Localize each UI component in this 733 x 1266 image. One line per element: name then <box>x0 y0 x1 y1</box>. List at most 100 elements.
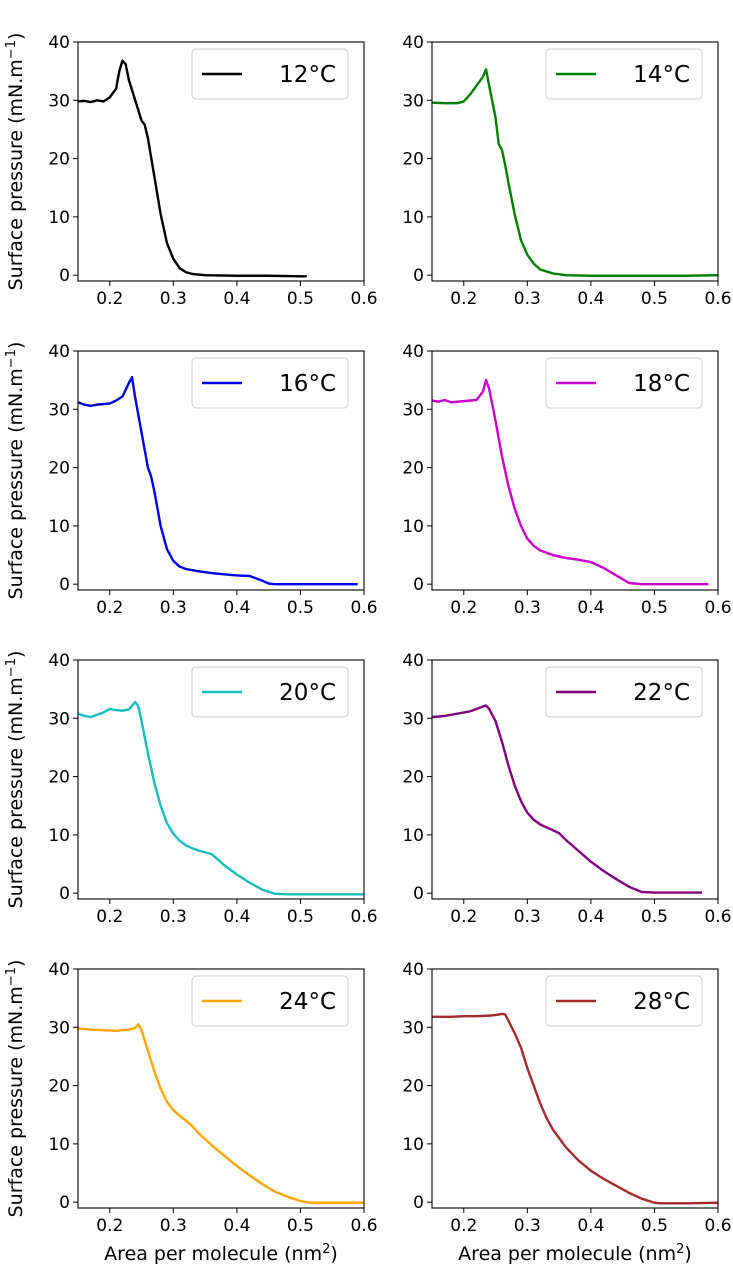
x-tick-label: 0.5 <box>287 289 314 309</box>
chart-panel-4: 0.2 0.3 0.4 0.5 0.6 0 10 20 30 40 18°C <box>402 342 731 618</box>
y-tick-label: 10 <box>48 826 70 846</box>
plot-frame <box>431 350 719 591</box>
series-line-8 <box>432 1012 718 1205</box>
y-tick-label: 0 <box>413 1193 424 1213</box>
chart-panel-8: 0.2 0.3 0.4 0.5 0.6 0 10 20 30 40 Area per molecul… <box>402 960 731 1265</box>
y-tick-label: 10 <box>48 208 70 228</box>
legend: 12°C <box>191 48 349 100</box>
legend-label: 18°C <box>633 371 690 397</box>
x-tick-label: 0.3 <box>514 598 541 618</box>
legend-label: 24°C <box>279 989 336 1015</box>
y-tick-label: 20 <box>48 150 70 170</box>
x-tick-label: 0.5 <box>641 289 668 309</box>
legend-box <box>191 357 349 409</box>
legend-label: 20°C <box>279 680 336 706</box>
x-tick-label: 0.5 <box>641 907 668 927</box>
y-tick-label: 30 <box>48 400 70 420</box>
x-tick-label: 0.6 <box>350 598 377 618</box>
series-line-6 <box>432 704 703 894</box>
legend: 14°C <box>545 48 703 100</box>
legend: 16°C <box>191 357 349 409</box>
plot-frame <box>77 659 365 900</box>
y-axis-label: Surface pressure (mN.m−1) <box>4 342 27 600</box>
y-tick-label: 30 <box>402 91 424 111</box>
x-tick-label: 0.2 <box>450 289 477 309</box>
series-line-4 <box>432 378 709 586</box>
y-tick-label: 0 <box>59 1193 70 1213</box>
x-tick-label: 0.5 <box>287 598 314 618</box>
x-tick-label: 0.6 <box>350 907 377 927</box>
y-tick-label: 0 <box>59 575 70 595</box>
y-tick-label: 30 <box>48 91 70 111</box>
x-tick-label: 0.3 <box>160 289 187 309</box>
y-tick-label: 40 <box>402 33 424 53</box>
x-tick-label: 0.6 <box>350 289 377 309</box>
legend-box <box>191 48 349 100</box>
x-tick-label: 0.3 <box>160 1216 187 1236</box>
y-tick-label: 20 <box>402 459 424 479</box>
y-tick-label: 40 <box>48 342 70 362</box>
y-tick-label: 10 <box>48 517 70 537</box>
y-tick-label: 10 <box>402 826 424 846</box>
x-tick-label: 0.4 <box>223 289 250 309</box>
legend-box <box>191 975 349 1027</box>
y-tick-label: 30 <box>48 709 70 729</box>
y-tick-label: 0 <box>59 884 70 904</box>
x-tick-label: 0.5 <box>641 598 668 618</box>
x-tick-label: 0.6 <box>704 907 731 927</box>
y-tick-label: 20 <box>402 768 424 788</box>
legend: 20°C <box>191 666 349 718</box>
x-tick-label: 0.4 <box>223 907 250 927</box>
plot-frame <box>431 968 719 1209</box>
y-tick-label: 10 <box>402 208 424 228</box>
y-tick-label: 10 <box>402 1135 424 1155</box>
legend-label: 12°C <box>279 62 336 88</box>
legend: 22°C <box>545 666 703 718</box>
x-tick-label: 0.2 <box>450 907 477 927</box>
y-tick-label: 40 <box>48 960 70 980</box>
y-axis-label: Surface pressure (mN.m−1) <box>4 960 27 1218</box>
x-tick-label: 0.4 <box>577 1216 604 1236</box>
x-axis-label: Area per molecule (nm2) <box>104 1242 338 1265</box>
y-tick-label: 30 <box>402 1018 424 1038</box>
plot-frame <box>77 968 365 1209</box>
y-tick-label: 30 <box>402 400 424 420</box>
series-line-3 <box>78 376 358 586</box>
y-tick-label: 20 <box>48 1077 70 1097</box>
y-tick-label: 40 <box>48 33 70 53</box>
legend-label: 22°C <box>633 680 690 706</box>
y-tick-label: 20 <box>48 768 70 788</box>
x-tick-label: 0.2 <box>96 598 123 618</box>
legend-box <box>545 975 703 1027</box>
x-tick-label: 0.3 <box>160 598 187 618</box>
series-line-7 <box>78 1023 364 1204</box>
chart-panel-3: 0.2 0.3 0.4 0.5 0.6 0 10 20 30 40 Surface pressure… <box>4 342 378 618</box>
x-tick-label: 0.3 <box>514 289 541 309</box>
x-tick-label: 0.4 <box>223 598 250 618</box>
legend: 24°C <box>191 975 349 1027</box>
x-tick-label: 0.4 <box>577 907 604 927</box>
series-line-1 <box>78 59 307 278</box>
x-tick-label: 0.3 <box>514 1216 541 1236</box>
y-tick-label: 20 <box>402 1077 424 1097</box>
legend: 28°C <box>545 975 703 1027</box>
x-tick-label: 0.5 <box>287 1216 314 1236</box>
y-tick-label: 10 <box>48 1135 70 1155</box>
y-tick-label: 10 <box>402 517 424 537</box>
legend-box <box>191 666 349 718</box>
legend-box <box>545 48 703 100</box>
chart-panel-7: 0.2 0.3 0.4 0.5 0.6 0 10 20 30 40 Surface pressure… <box>4 960 378 1265</box>
x-tick-label: 0.2 <box>450 1216 477 1236</box>
chart-panel-6: 0.2 0.3 0.4 0.5 0.6 0 10 20 30 40 22°C <box>402 651 731 927</box>
chart-panel-5: 0.2 0.3 0.4 0.5 0.6 0 10 20 30 40 Surface pressure… <box>4 651 378 927</box>
y-tick-label: 0 <box>413 575 424 595</box>
legend-label: 28°C <box>633 989 690 1015</box>
x-tick-label: 0.5 <box>287 907 314 927</box>
plot-frame <box>77 41 365 282</box>
plot-frame <box>77 350 365 591</box>
y-tick-label: 40 <box>48 651 70 671</box>
x-tick-label: 0.6 <box>704 1216 731 1236</box>
x-tick-label: 0.2 <box>96 289 123 309</box>
plot-frame <box>431 659 719 900</box>
